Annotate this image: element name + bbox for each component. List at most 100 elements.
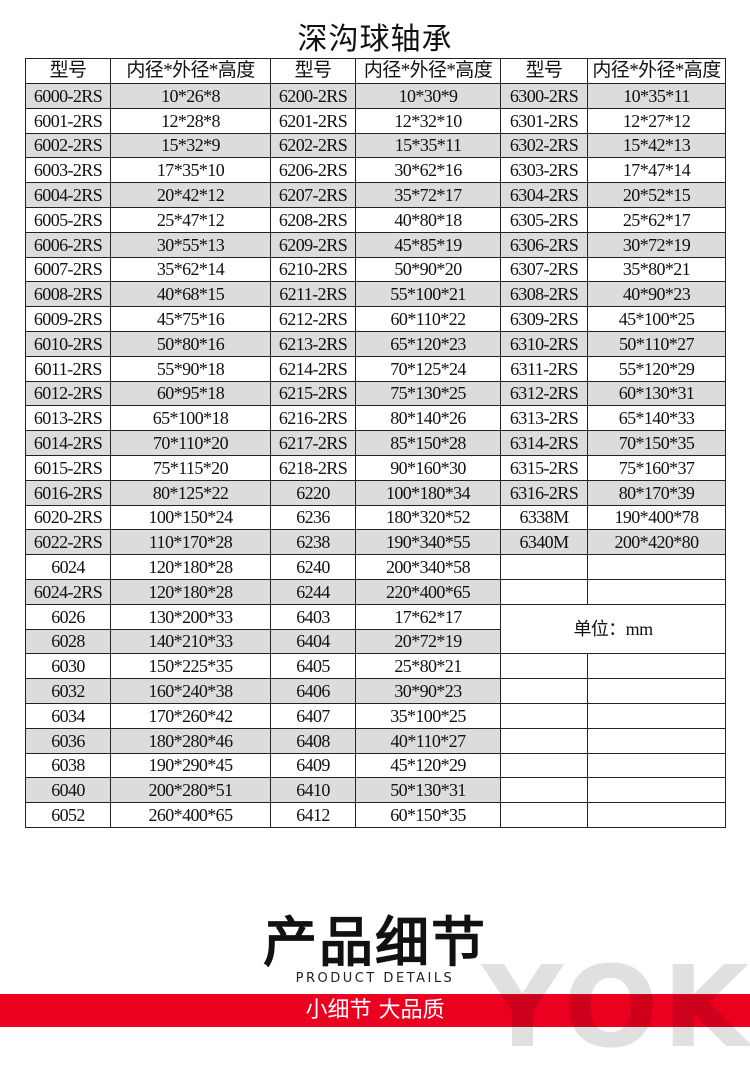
table-row: 6008-2RS 40*68*15 6211-2RS 55*100*21 6308-2R… [25, 281, 726, 308]
dimension-cell: 17*35*10 [110, 157, 271, 184]
header-dimensions: 内径*外径*高度 [587, 58, 726, 84]
dimension-cell: 45*75*16 [110, 306, 271, 332]
slogan-text: 小细节 大品质 [305, 998, 445, 1023]
model-cell: 6217-2RS [270, 430, 356, 456]
dimension-cell: 75*115*20 [110, 454, 271, 481]
model-cell: 6212-2RS [270, 306, 356, 332]
dimension-cell: 12*27*12 [587, 107, 726, 134]
dimension-cell: 45*120*29 [355, 752, 501, 779]
model-cell: 6240 [270, 554, 356, 580]
dimension-cell: 45*100*25 [587, 306, 726, 332]
model-cell: 6315-2RS [500, 454, 588, 481]
dimension-cell: 30*90*23 [355, 678, 501, 704]
dimension-cell: 170*260*42 [110, 702, 271, 729]
model-cell: 6300-2RS [500, 83, 588, 109]
model-cell: 6238 [270, 529, 356, 556]
header-model: 型号 [25, 58, 111, 84]
model-cell: 6202-2RS [270, 132, 356, 159]
dimension-cell: 40*80*18 [355, 206, 501, 233]
model-cell: 6207-2RS [270, 182, 356, 208]
model-cell: 6030 [25, 653, 111, 680]
dimension-cell [587, 752, 726, 779]
dimension-cell: 30*72*19 [587, 231, 726, 258]
model-cell: 6302-2RS [500, 132, 588, 159]
model-cell: 6306-2RS [500, 231, 588, 258]
dimension-cell: 50*90*20 [355, 256, 501, 283]
dimension-cell: 70*150*35 [587, 430, 726, 456]
model-cell: 6209-2RS [270, 231, 356, 258]
dimension-cell: 20*72*19 [355, 628, 501, 655]
model-cell: 6313-2RS [500, 405, 588, 432]
dimension-cell: 80*170*39 [587, 479, 726, 506]
model-cell: 6312-2RS [500, 380, 588, 407]
dimension-cell: 100*180*34 [355, 479, 501, 506]
table-row: 6000-2RS 10*26*8 6200-2RS 10*30*9 6300-2RS 10… [25, 83, 726, 109]
model-cell: 6338M [500, 504, 588, 531]
dimension-cell: 190*340*55 [355, 529, 501, 556]
model-cell: 6210-2RS [270, 256, 356, 283]
dimension-cell: 150*225*35 [110, 653, 271, 680]
dimension-cell: 90*160*30 [355, 454, 501, 481]
dimension-cell: 40*110*27 [355, 727, 501, 754]
model-cell: 6026 [25, 603, 111, 630]
dimension-cell: 130*200*33 [110, 603, 271, 630]
model-cell: 6406 [270, 678, 356, 704]
model-cell: 6032 [25, 678, 111, 704]
model-cell: 6215-2RS [270, 380, 356, 407]
table-row: 6011-2RS 55*90*18 6214-2RS 70*125*24 6311-2R… [25, 355, 726, 382]
table-row: 6020-2RS 100*150*24 6236 180*320*52 6338M 190… [25, 504, 726, 531]
dimension-cell: 55*90*18 [110, 355, 271, 382]
model-cell: 6012-2RS [25, 380, 111, 407]
model-cell [500, 554, 588, 580]
dimension-cell: 100*150*24 [110, 504, 271, 531]
dimension-cell: 50*110*27 [587, 330, 726, 357]
model-cell: 6206-2RS [270, 157, 356, 184]
dimension-cell: 25*80*21 [355, 653, 501, 680]
table-row: 6005-2RS 25*47*12 6208-2RS 40*80*18 6305-2RS… [25, 206, 726, 233]
dimension-cell: 120*180*28 [110, 578, 271, 605]
dimension-cell [587, 653, 726, 680]
model-cell: 6220 [270, 479, 356, 506]
table-row: 6038 190*290*45 6409 45*120*29 [25, 752, 726, 779]
dimension-cell: 20*52*15 [587, 182, 726, 208]
table-row: 6003-2RS 17*35*10 6206-2RS 30*62*16 6303-2RS… [25, 157, 726, 184]
dimension-cell: 120*180*28 [110, 554, 271, 580]
model-cell: 6216-2RS [270, 405, 356, 432]
dimension-cell [587, 727, 726, 754]
model-cell: 6014-2RS [25, 430, 111, 456]
model-cell: 6236 [270, 504, 356, 531]
table-row: 6036 180*280*46 6408 40*110*27 [25, 727, 726, 754]
dimension-cell [587, 578, 726, 605]
model-cell: 6010-2RS [25, 330, 111, 357]
dimension-cell [587, 802, 726, 828]
model-cell: 6004-2RS [25, 182, 111, 208]
model-cell: 6244 [270, 578, 356, 605]
model-cell: 6002-2RS [25, 132, 111, 159]
model-cell: 6214-2RS [270, 355, 356, 382]
dimension-cell: 80*125*22 [110, 479, 271, 506]
dimension-cell: 60*110*22 [355, 306, 501, 332]
table-row: 6002-2RS 15*32*9 6202-2RS 15*35*11 6302-2RS 1… [25, 132, 726, 159]
model-cell: 6015-2RS [25, 454, 111, 481]
dimension-cell: 140*210*33 [110, 628, 271, 655]
model-cell: 6407 [270, 702, 356, 729]
model-cell: 6408 [270, 727, 356, 754]
dimension-cell: 20*42*12 [110, 182, 271, 208]
model-cell: 6201-2RS [270, 107, 356, 134]
dimension-cell: 45*85*19 [355, 231, 501, 258]
model-cell [500, 802, 588, 828]
bearing-spec-table: 型号 内径*外径*高度 型号 内径*外径*高度 型号 内径*外径*高度 6000-2RS 10… [25, 58, 726, 828]
model-cell: 6311-2RS [500, 355, 588, 382]
model-cell [500, 727, 588, 754]
model-cell: 6305-2RS [500, 206, 588, 233]
model-cell: 6307-2RS [500, 256, 588, 283]
dimension-cell: 40*90*23 [587, 281, 726, 308]
model-cell: 6412 [270, 802, 356, 828]
dimension-cell: 80*140*26 [355, 405, 501, 432]
dimension-cell: 30*55*13 [110, 231, 271, 258]
table-row: 6013-2RS 65*100*18 6216-2RS 80*140*26 6313-2… [25, 405, 726, 432]
model-cell: 6028 [25, 628, 111, 655]
dimension-cell: 50*130*31 [355, 777, 501, 804]
table-row: 6014-2RS 70*110*20 6217-2RS 85*150*28 6314-2… [25, 430, 726, 456]
table-row: 6001-2RS 12*28*8 6201-2RS 12*32*10 6301-2RS 1… [25, 107, 726, 134]
